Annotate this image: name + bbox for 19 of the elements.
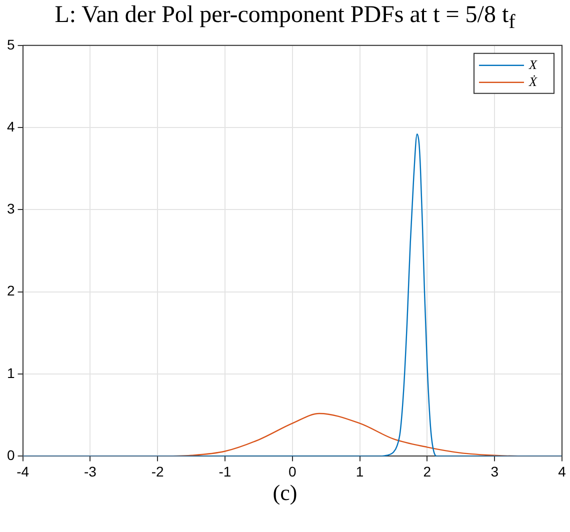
y-tick-label: 2 [6,282,15,299]
x-tick-label: 3 [490,463,499,480]
y-tick-label: 1 [6,364,15,381]
y-tick-label: 5 [6,36,15,52]
x-tick-label: -3 [84,463,97,480]
x-tick-label: 1 [356,463,364,480]
legend-label: X [528,56,538,72]
y-tick-label: 3 [6,200,15,217]
x-tick-label: -1 [218,463,232,480]
x-tick-label: -4 [16,463,30,480]
x-tick-label: -2 [151,463,164,480]
x-tick-label: 4 [558,463,566,480]
x-tick-label: 0 [288,463,296,480]
chart-title: L: Van der Pol per-component PDFs at t = 5/8 t$_{f}$ [54,2,516,34]
legend-label: Ẋ [528,74,538,89]
text: (c) [272,480,298,506]
y-tick-label: 4 [6,118,15,134]
x-tick-label: 2 [423,463,432,480]
y-tick-label: 0 [6,447,15,464]
